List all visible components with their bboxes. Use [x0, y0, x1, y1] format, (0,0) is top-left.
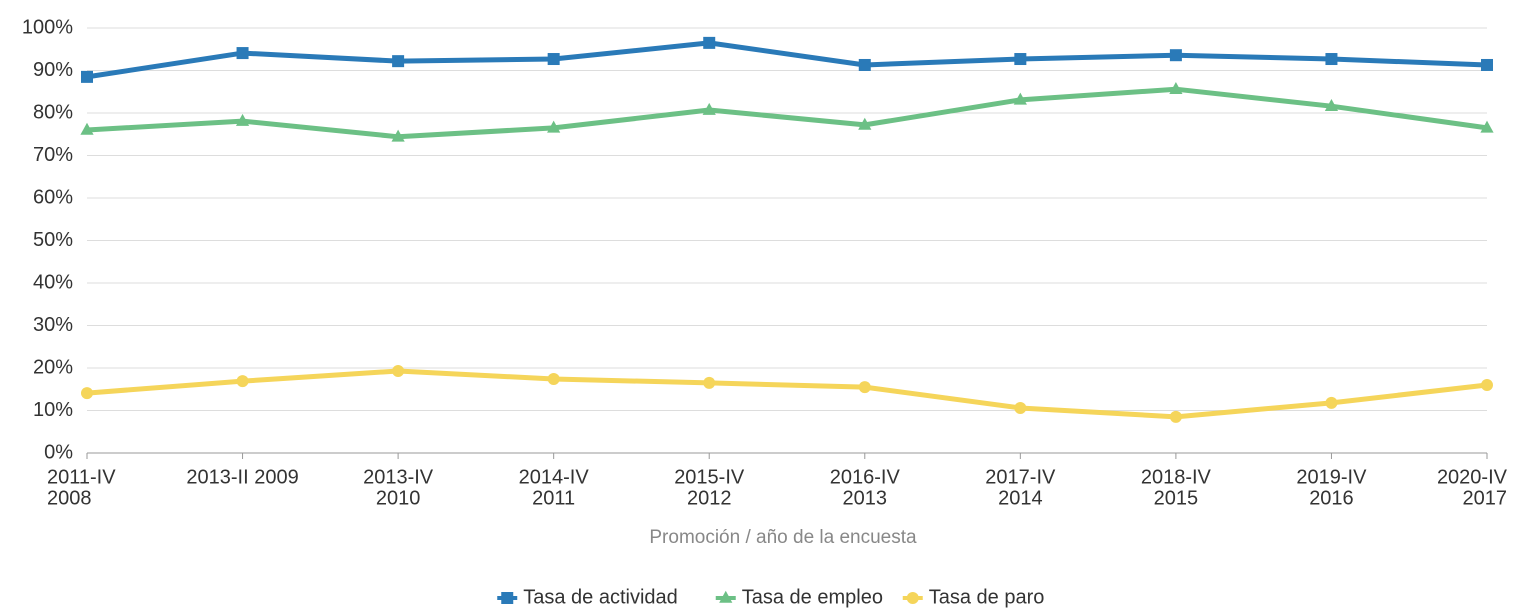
marker [392, 364, 405, 377]
marker [1481, 58, 1493, 71]
x-tick-label: 2015-IV [674, 466, 745, 488]
x-tick-label: 2015 [1154, 487, 1199, 509]
marker [1169, 49, 1182, 62]
y-tick-label: 10% [33, 399, 73, 421]
marker [547, 373, 560, 386]
x-tick-label: 2016 [1309, 487, 1354, 509]
marker [703, 376, 716, 389]
marker [501, 592, 514, 604]
x-tick-label: 2020-IV [1437, 466, 1508, 488]
marker [1481, 379, 1493, 391]
x-tick-label: 2013-IV [363, 466, 434, 488]
marker [236, 47, 249, 60]
marker [1324, 99, 1339, 111]
series-line [86, 40, 1488, 80]
x-tick-label: 2012 [687, 487, 732, 509]
x-tick-label: 2014 [998, 487, 1043, 509]
y-tick-label: 40% [33, 271, 73, 293]
marker [1169, 82, 1183, 94]
marker [1014, 53, 1027, 66]
marker [391, 129, 405, 142]
y-tick-label: 50% [33, 229, 73, 251]
marker [703, 36, 716, 49]
x-tick-label: 2008 [47, 487, 92, 509]
x-tick-label: 2017-IV [985, 466, 1056, 488]
x-tick-label: 2014-IV [519, 466, 590, 488]
marker [80, 122, 94, 135]
y-tick-label: 20% [33, 356, 73, 378]
y-tick-label: 90% [33, 59, 73, 81]
marker [236, 375, 249, 388]
y-tick-label: 0% [44, 441, 73, 463]
marker [392, 55, 405, 68]
marker [1013, 92, 1027, 105]
legend-label: Tasa de paro [929, 586, 1045, 608]
x-tick-label: 2017 [1463, 487, 1508, 509]
marker [1169, 410, 1182, 423]
x-tick-label: 2016-IV [830, 466, 901, 488]
x-tick-label: 2011-IV [47, 466, 116, 488]
marker [81, 387, 93, 400]
marker [858, 117, 872, 130]
marker [906, 592, 919, 604]
marker [858, 381, 871, 394]
marker [858, 58, 871, 71]
x-tick-label: 2013 [843, 487, 888, 509]
x-tick-label: 2018-IV [1141, 466, 1212, 488]
series-line [86, 368, 1488, 420]
marker [235, 113, 250, 126]
series-line [86, 86, 1488, 140]
x-tick-label: 2010 [376, 487, 421, 509]
marker [547, 53, 560, 66]
y-tick-label: 60% [33, 186, 73, 208]
y-tick-label: 80% [33, 101, 73, 123]
y-tick-label: 100% [22, 16, 73, 38]
x-tick-label: 2013-II 2009 [186, 466, 298, 488]
marker [1480, 120, 1494, 133]
marker [1325, 53, 1338, 66]
x-axis-label: Promoción / año de la encuesta [649, 527, 917, 548]
marker [1014, 401, 1027, 414]
marker [81, 70, 93, 83]
x-tick-label: 2019-IV [1296, 466, 1367, 488]
marker [719, 590, 733, 603]
y-tick-label: 30% [33, 314, 73, 336]
marker [702, 102, 716, 115]
legend-label: Tasa de empleo [742, 586, 883, 608]
marker [547, 120, 561, 133]
marker [1325, 396, 1338, 409]
y-tick-label: 70% [33, 144, 73, 166]
x-tick-label: 2011 [532, 487, 575, 509]
legend-label: Tasa de actividad [523, 586, 678, 608]
